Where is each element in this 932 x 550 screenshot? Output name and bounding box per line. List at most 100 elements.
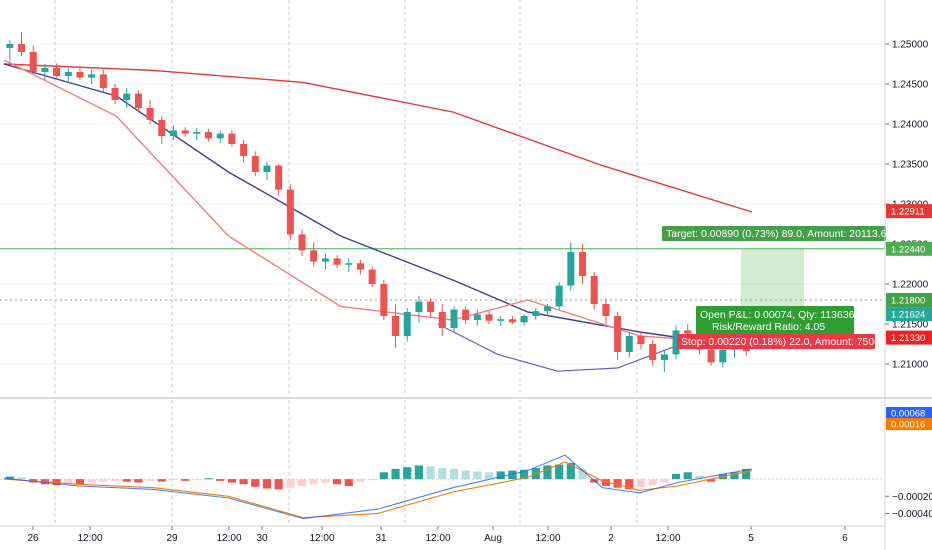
candle-body [602,304,610,316]
candle-body [64,72,72,76]
macd-bar [379,472,388,480]
time-tick-label: 12:00 [309,533,334,544]
macd-bar [274,479,283,490]
macd-bar [110,479,120,481]
ma-line-1 [3,63,753,213]
candle-body [310,250,318,262]
candle-body [275,165,283,190]
macd-bar [543,465,552,480]
macd-bar [636,479,646,487]
candle-body [368,269,376,284]
macd-bar [730,472,739,480]
price-badge-label: 1.22440 [891,244,925,255]
macd-bar [368,479,377,481]
candle-body [450,309,458,328]
candle-body [649,344,657,360]
macd-badge [886,407,932,419]
price-tick-label: 1.24000 [892,120,929,131]
macd-bar [461,470,470,480]
grid-lines [0,0,885,524]
open-pnl-label[interactable]: Open P&L: 0.00074, Qty: 1136363 Risk/Rew… [696,306,861,335]
macd-bar [286,479,295,488]
time-tick-label: 30 [256,533,268,544]
candle-body [6,44,14,48]
candle-body [251,156,259,172]
candle-body [88,74,96,78]
price-badge [886,330,932,345]
macd-bar [87,479,96,483]
candle-body [146,108,154,120]
macd-bar [99,479,108,482]
macd-bar [321,479,330,483]
macd-badge-label: 0.00016 [891,420,925,431]
macd-bar [134,479,143,483]
candle-body [380,284,388,316]
macd-bar [122,479,131,482]
candle-body [111,88,119,100]
macd-bar [146,479,155,481]
price-badge [886,307,932,322]
time-tick-label: 12:00 [216,533,241,544]
candle-body [134,93,142,108]
time-tick-label: 29 [166,533,178,544]
candle-body [707,349,715,363]
price-tick-label: 1.25000 [892,40,929,51]
macd-histogram [5,462,751,490]
open-pnl-label-bg [696,306,854,335]
macd-bar [520,469,529,480]
macd-bar [484,472,494,480]
candle-body [29,52,37,72]
time-axis[interactable]: 26 12:00 29 12:00 30 12:00 31 12:00 Aug 12:00 2 12:… [27,526,848,544]
candle-body [403,312,411,336]
candle-body [205,132,213,139]
candle-body [263,165,271,172]
time-tick-label: 12:00 [535,533,560,544]
macd-bar [625,479,634,490]
target-label[interactable]: Target: 0.00890 (0.73%) 89.0, Amount: 20… [662,226,892,241]
time-tick-label: 5 [748,533,754,544]
macd-bar [75,479,85,485]
candle-body [614,316,622,352]
candle-body [158,120,166,136]
macd-bar [64,479,73,484]
candle-body [286,189,294,235]
candle-body [123,93,131,100]
candle-body [625,336,633,352]
macd-bar [695,475,704,480]
time-tick-label: 12:00 [77,533,102,544]
macd-bar [671,474,681,480]
price-badge [886,204,932,219]
macd-bar [414,465,423,480]
candle-body [392,316,400,336]
time-tick-label: 6 [842,533,848,544]
target-label-bg [662,226,886,241]
macd-bar [297,479,307,486]
candle-body [18,44,26,52]
macd-line [3,454,753,520]
stop-label[interactable]: Stop: 0.00220 (0.18%) 22.0, Amount: 7500 [677,334,880,349]
candle-body [345,263,353,265]
price-tick-label: 1.21500 [892,320,929,331]
candle-body [532,311,540,316]
risk-reward-text: Risk/Reward Ratio: 4.05 [712,321,825,333]
price-tick-label: 1.22000 [892,280,929,291]
macd-badge [886,418,932,430]
price-tick-label: 1.23500 [892,160,929,171]
macd-bar [181,479,190,481]
open-pnl-text: Open P&L: 0.00074, Qty: 1136363 [700,309,861,321]
macd-axis[interactable]: −0.00020 −0.00040 [885,492,932,520]
candle-body [99,74,107,88]
macd-bar [449,468,459,480]
candle-body [719,349,727,363]
macd-bar [5,476,14,480]
macd-badge-label: 0.00068 [891,409,925,420]
time-tick-label: 31 [375,533,387,544]
macd-tick-label: −0.00020 [892,492,932,503]
macd-bar [555,464,564,480]
time-tick-label: Aug [484,533,502,544]
macd-bar [426,466,435,480]
time-tick-label: 12:00 [425,533,450,544]
macd-bar [566,462,575,480]
macd-bar [683,472,692,480]
